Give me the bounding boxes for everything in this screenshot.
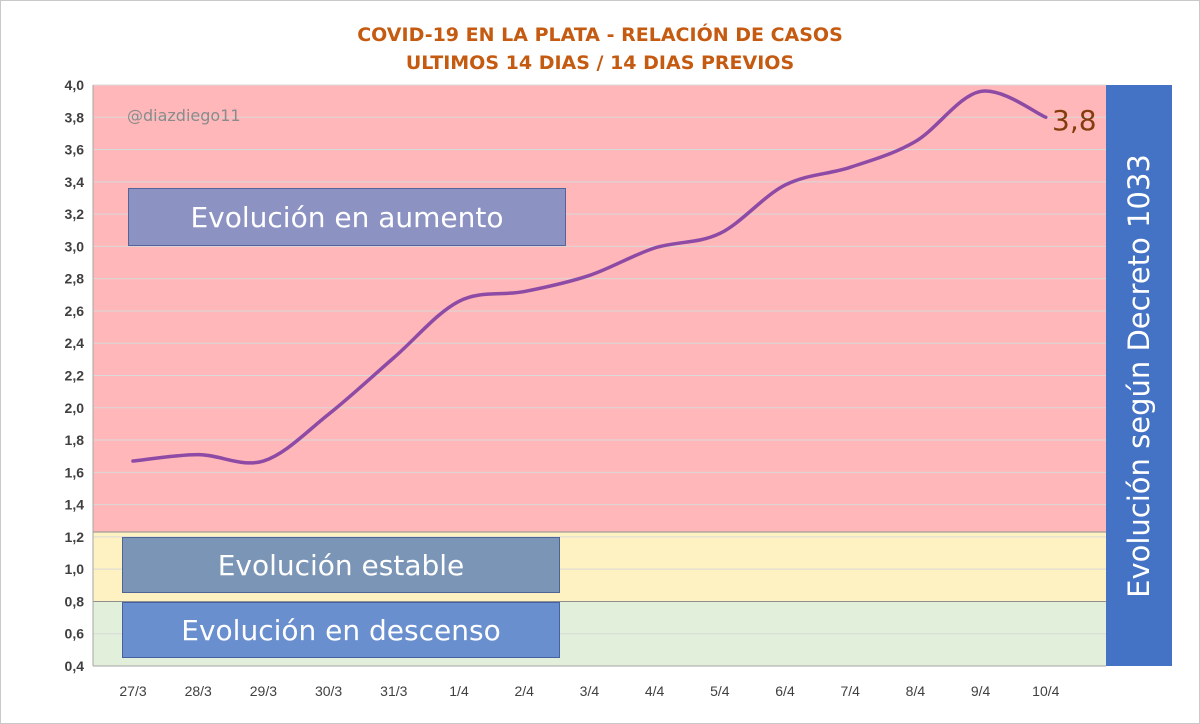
zone-label-descenso: Evolución en descenso: [122, 602, 560, 658]
x-tick-labels: 27/3 28/3 29/3 30/3 31/3 1/4 2/4 3/4 4/4 5/4 6/4 7/…: [119, 683, 1059, 699]
y-tick-label: 0,4: [65, 658, 85, 674]
zone-band-0: [93, 85, 1106, 533]
x-tick-label: 7/4: [840, 683, 860, 699]
x-tick-label: 9/4: [971, 683, 991, 699]
x-tick-label: 29/3: [250, 683, 277, 699]
chart-subtitle: ULTIMOS 14 DIAS / 14 DIAS PREVIOS: [405, 52, 795, 74]
y-tick-label: 2,2: [65, 368, 85, 384]
y-tick-label: 2,6: [65, 303, 85, 319]
y-tick-label: 2,4: [65, 335, 85, 351]
x-tick-label: 10/4: [1032, 683, 1059, 699]
y-tick-label: 2,0: [65, 400, 85, 416]
x-tick-label: 8/4: [906, 683, 926, 699]
y-tick-label: 1,6: [65, 464, 85, 480]
y-tick-label: 0,8: [65, 593, 85, 609]
x-tick-label: 3/4: [580, 683, 600, 699]
y-tick-label: 1,2: [65, 529, 85, 545]
y-tick-labels: 4,0 3,8 3,6 3,4 3,2 3,0 2,8 2,6 2,4 2,2 2,0 1,8 1,6 1…: [65, 77, 85, 674]
x-tick-label: 31/3: [380, 683, 407, 699]
x-tick-label: 6/4: [775, 683, 795, 699]
zone-label-aumento: Evolución en aumento: [128, 188, 566, 246]
x-tick-label: 30/3: [315, 683, 342, 699]
y-tick-label: 0,6: [65, 626, 85, 642]
x-tick-label: 28/3: [185, 683, 212, 699]
chart-title: COVID-19 EN LA PLATA - RELACIÓN DE CASOS: [357, 24, 843, 46]
y-tick-label: 1,8: [65, 432, 85, 448]
zone-label-estable: Evolución estable: [122, 537, 560, 593]
x-tick-label: 27/3: [119, 683, 146, 699]
y-tick-label: 4,0: [65, 77, 85, 93]
y-tick-label: 3,0: [65, 238, 85, 254]
last-value-label: 3,8: [1052, 104, 1097, 137]
x-tick-label: 2/4: [514, 683, 534, 699]
y-tick-label: 3,2: [65, 206, 85, 222]
x-tick-label: 4/4: [645, 683, 665, 699]
y-tick-label: 1,0: [65, 561, 85, 577]
side-banner-text: Evolución según Decreto 1033: [1122, 153, 1156, 598]
grid-layer: [93, 84, 1106, 667]
x-tick-label: 1/4: [449, 683, 469, 699]
series-layer: [131, 89, 1048, 465]
series-line-0: [131, 89, 1048, 465]
x-tick-label: 5/4: [710, 683, 730, 699]
y-tick-label: 2,8: [65, 271, 85, 287]
zone-label-estable-text: Evolución estable: [217, 548, 465, 582]
y-tick-label: 3,4: [65, 174, 85, 190]
axes-layer: [92, 85, 1106, 667]
zone-label-descenso-text: Evolución en descenso: [181, 613, 501, 647]
watermark: @diazdiego11: [127, 106, 241, 125]
y-tick-label: 3,8: [65, 109, 85, 125]
y-tick-label: 1,4: [65, 497, 85, 513]
y-tick-label: 3,6: [65, 142, 85, 158]
side-banner: Evolución según Decreto 1033: [1106, 85, 1172, 666]
zone-label-aumento-text: Evolución en aumento: [190, 200, 504, 234]
